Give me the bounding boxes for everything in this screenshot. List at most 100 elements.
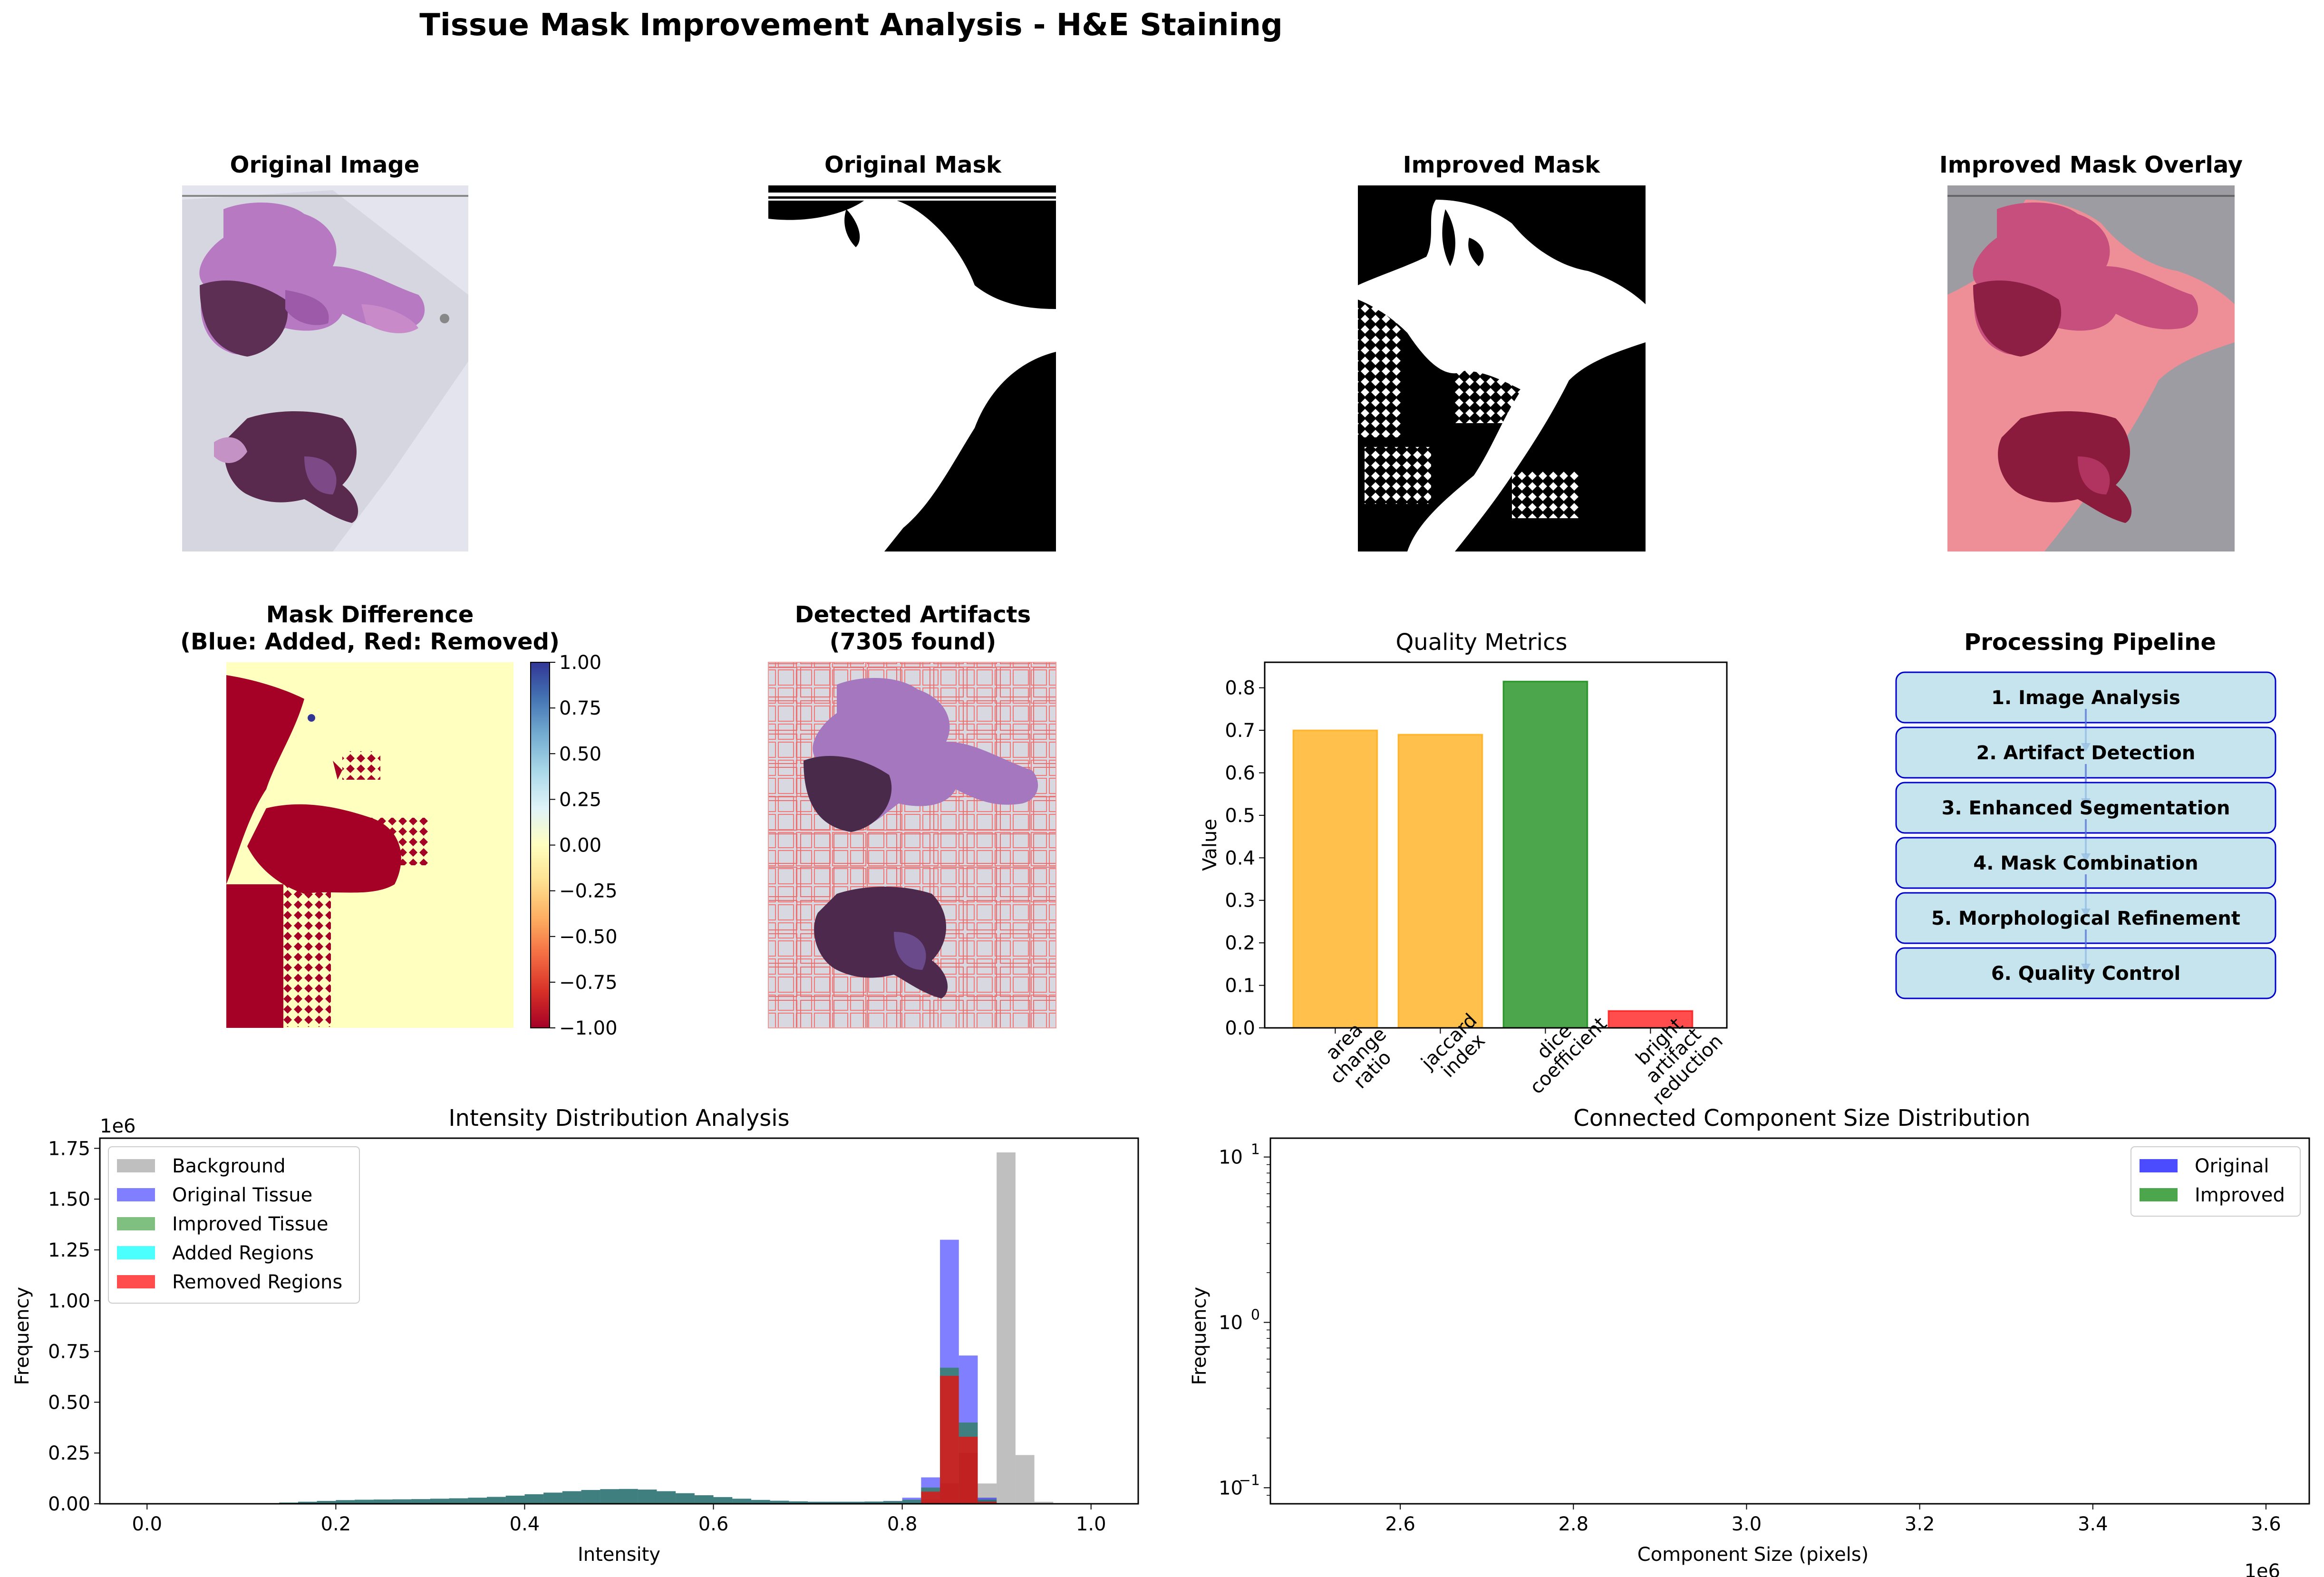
legend-label: Improved Tissue — [172, 1213, 329, 1235]
colorbar-tick-label: 0.25 — [559, 789, 601, 811]
panel-title-line1: Mask Difference — [266, 601, 474, 628]
colorbar-tick-label: −1.00 — [559, 1017, 618, 1039]
pipeline-steps: 1. Image Analysis 2. Artifact Detection 3.… — [1895, 671, 2276, 999]
histogram-bin — [1034, 1501, 1054, 1504]
artifacts-image — [768, 662, 1056, 1028]
artifacts-panel: Detected Artifacts (7305 found) — [768, 601, 1056, 1028]
legend-label: Removed Regions — [172, 1271, 342, 1293]
histogram-bin — [770, 1500, 789, 1504]
x-tick-label: 0.4 — [510, 1513, 540, 1535]
y-tick-label: 0.5 — [1225, 805, 1255, 827]
pipeline-step-label: 6. Quality Control — [1991, 963, 2180, 985]
y-tick-label: 0.00 — [48, 1493, 90, 1515]
pipeline-step-label: 2. Artifact Detection — [1976, 742, 2196, 764]
overlay-image — [1947, 185, 2235, 551]
histogram-bin — [959, 1437, 978, 1504]
histogram-bin — [619, 1489, 638, 1504]
legend-swatch — [117, 1159, 155, 1172]
histogram-bin — [562, 1491, 581, 1504]
x-axis-label: Intensity — [578, 1544, 660, 1566]
pipeline-step-label: 5. Morphological Refinement — [1931, 908, 2240, 929]
panel-title: Original Mask — [824, 152, 1002, 178]
y-tick-label: 1.50 — [48, 1189, 90, 1210]
histogram-bin — [581, 1490, 600, 1504]
y-tick-label: 0.3 — [1225, 890, 1255, 912]
colorbar-ticks: 1.00 0.75 0.50 0.25 0.00 −0.25 −0.50 −0.75 −1.00 — [550, 652, 618, 1039]
histogram-bin — [694, 1495, 714, 1504]
y-tick-label: 1.25 — [48, 1239, 90, 1261]
panel-title-line2: (Blue: Added, Red: Removed) — [180, 629, 560, 655]
panel-title-line2: (7305 found) — [830, 629, 997, 655]
y-axis-label: Frequency — [1189, 1287, 1210, 1385]
legend-label: Added Regions — [172, 1242, 314, 1264]
plot-frame — [1269, 1137, 2310, 1505]
histogram-bin — [883, 1501, 902, 1504]
colorbar-tick-label: 0.50 — [559, 743, 601, 765]
pipeline-step-label: 1. Image Analysis — [1991, 687, 2180, 709]
y-tick-label: 10 — [1219, 1477, 1243, 1499]
colorbar-tick-label: 0.75 — [559, 697, 601, 719]
histogram-bin — [713, 1497, 733, 1504]
colorbar-tick-label: 0.00 — [559, 835, 601, 857]
histogram-bin — [638, 1490, 657, 1504]
original-mask-panel: Original Mask — [768, 152, 1056, 551]
panel-title: Improved Mask Overlay — [1939, 152, 2243, 178]
y-tick-exponent: 0 — [1251, 1306, 1260, 1323]
histogram-bin — [676, 1493, 695, 1504]
component-size-chart: Connected Component Size Distribution Co… — [1189, 1105, 2310, 1577]
y-tick-label: 10 — [1219, 1147, 1243, 1169]
y-axis-label: Frequency — [11, 1287, 33, 1385]
figure-title: Tissue Mask Improvement Analysis - H&E S… — [419, 8, 1283, 43]
x-tick-label: 0.6 — [698, 1513, 729, 1535]
histogram-bin — [468, 1498, 487, 1504]
legend-label: Background — [172, 1155, 286, 1177]
legend-swatch — [117, 1217, 155, 1230]
colorbar-tick-label: −0.25 — [559, 880, 618, 902]
panel-title: Improved Mask — [1403, 152, 1601, 178]
y-tick-label: 0.2 — [1225, 932, 1255, 954]
histogram-bin — [600, 1489, 619, 1504]
legend: Original Improved — [2130, 1146, 2301, 1217]
pipeline-step-box — [1895, 947, 2276, 999]
original-mask — [768, 185, 1056, 551]
chart-title: Quality Metrics — [1395, 629, 1567, 656]
x-tick-label: 3.0 — [1732, 1513, 1762, 1535]
histogram-bin — [978, 1501, 997, 1504]
histogram-bin — [355, 1500, 374, 1504]
original-image-panel: Original Image — [182, 152, 468, 551]
bar — [1397, 734, 1483, 1029]
overlay-panel: Improved Mask Overlay — [1939, 152, 2243, 551]
colorbar-tick-label: −0.50 — [559, 926, 618, 948]
pipeline-step-label: 4. Mask Combination — [1973, 852, 2198, 874]
improved-mask-panel: Improved Mask — [1358, 152, 1646, 551]
chart-title: Connected Component Size Distribution — [1573, 1105, 2030, 1132]
bar — [1502, 680, 1588, 1029]
y-multiplier: 1e6 — [100, 1115, 136, 1137]
panel-title: Processing Pipeline — [1964, 629, 2216, 656]
legend-swatch — [117, 1246, 155, 1259]
x-tick-label: 2.6 — [1385, 1513, 1415, 1535]
y-tick-label: 1.00 — [48, 1290, 90, 1312]
y-tick-label: 0.8 — [1225, 677, 1255, 699]
histogram-bin — [430, 1499, 449, 1504]
histogram-bin — [845, 1501, 865, 1504]
bar-plot-area: 0.00.10.20.30.40.50.60.70.8areachangerat… — [1225, 677, 1727, 1110]
histogram-bin — [732, 1499, 751, 1504]
histogram-bin — [298, 1501, 317, 1504]
x-tick-label: 3.4 — [2078, 1513, 2108, 1535]
x-tick-label: 0.0 — [132, 1513, 162, 1535]
y-tick-label: 0.6 — [1225, 762, 1255, 784]
y-tick-label: 1.75 — [48, 1138, 90, 1160]
x-tick-label: 0.2 — [321, 1513, 351, 1535]
y-tick-label: 0.4 — [1225, 847, 1255, 869]
legend-box — [108, 1146, 360, 1304]
histogram-bin — [524, 1494, 544, 1504]
histogram-bin — [657, 1491, 676, 1504]
chart-title: Intensity Distribution Analysis — [448, 1105, 789, 1132]
plot-frame — [1264, 661, 1728, 1029]
panel-title-line1: Detected Artifacts — [795, 601, 1031, 628]
histogram-plot-area: 0.0 0.2 0.4 0.6 0.8 1.0 0.00 0.25 0.50 0.75 1.00 1.… — [48, 1138, 1106, 1535]
histogram-bin — [751, 1500, 770, 1504]
colorbar-tick-label: −0.75 — [559, 972, 618, 994]
histogram-bin — [392, 1499, 412, 1504]
